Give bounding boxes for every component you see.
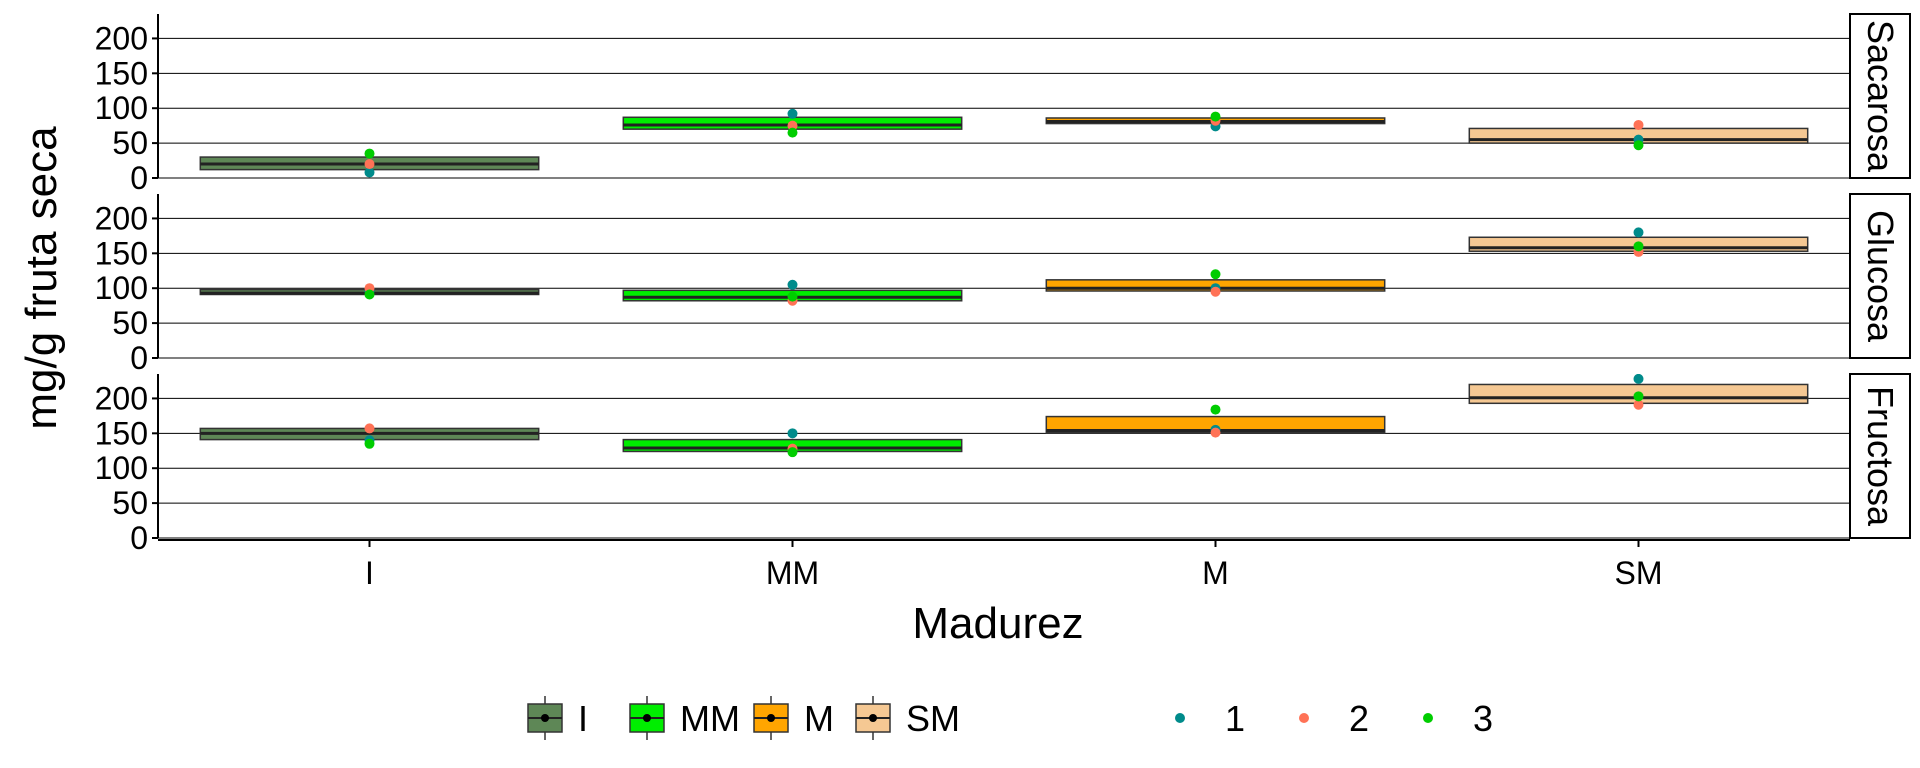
legend-key-dot bbox=[767, 714, 775, 722]
y-tick-label: 200 bbox=[95, 380, 148, 416]
legend-label: M bbox=[804, 698, 834, 739]
point-rep-3 bbox=[364, 148, 375, 159]
point-rep-3 bbox=[787, 291, 798, 302]
box-mm bbox=[622, 428, 963, 458]
y-tick-label: 200 bbox=[95, 20, 148, 56]
box-i bbox=[199, 283, 540, 300]
facet-strip-label: Sacarosa bbox=[1860, 20, 1901, 173]
legend-label: I bbox=[578, 698, 588, 739]
legend-fill-mm: MM bbox=[629, 696, 740, 740]
legend-key-dot bbox=[869, 714, 877, 722]
legend-key-dot bbox=[541, 714, 549, 722]
legend-fill-sm: SM bbox=[855, 696, 960, 740]
x-tick-label: I bbox=[365, 555, 374, 591]
x-tick-label: SM bbox=[1615, 555, 1663, 591]
legend-point-1: 1 bbox=[1175, 698, 1245, 739]
point-rep-1 bbox=[1633, 227, 1644, 238]
point-rep-2 bbox=[1633, 119, 1644, 130]
point-rep-1 bbox=[787, 108, 798, 119]
box-m bbox=[1045, 111, 1386, 132]
y-tick-label: 150 bbox=[95, 235, 148, 271]
y-tick-label: 100 bbox=[95, 90, 148, 126]
legend-fill-i: I bbox=[527, 696, 588, 740]
legend-point-marker bbox=[1423, 713, 1433, 723]
point-rep-3 bbox=[1633, 391, 1644, 402]
panel-content bbox=[199, 374, 1809, 458]
point-rep-3 bbox=[1633, 241, 1644, 252]
legend-key-dot bbox=[643, 714, 651, 722]
y-tick-label: 150 bbox=[95, 55, 148, 91]
box-mm bbox=[622, 279, 963, 306]
x-axis: I MM M SM bbox=[158, 539, 1850, 591]
box-sm bbox=[1468, 119, 1809, 151]
box-sm bbox=[1468, 374, 1809, 410]
legend-label: 2 bbox=[1349, 698, 1369, 739]
point-rep-3 bbox=[1633, 140, 1644, 151]
point-rep-3 bbox=[364, 438, 375, 449]
legend-label: MM bbox=[680, 698, 740, 739]
y-axis-title: mg/g fruta seca bbox=[17, 126, 66, 430]
legend-label: SM bbox=[906, 698, 960, 739]
y-tick-label: 150 bbox=[95, 415, 148, 451]
legend-point-2: 2 bbox=[1299, 698, 1369, 739]
point-rep-2 bbox=[364, 159, 375, 170]
point-rep-1 bbox=[787, 279, 798, 290]
x-axis-title: Madurez bbox=[912, 599, 1083, 648]
facet-strip bbox=[1849, 193, 1911, 359]
panel-content bbox=[199, 108, 1809, 178]
point-rep-1 bbox=[364, 167, 375, 178]
y-tick-label: 0 bbox=[130, 160, 148, 196]
y-tick-label: 50 bbox=[112, 125, 148, 161]
y-tick-label: 200 bbox=[95, 200, 148, 236]
x-tick-label: M bbox=[1202, 555, 1229, 591]
y-tick-label: 50 bbox=[112, 305, 148, 341]
facet-strip bbox=[1849, 373, 1911, 539]
legend-point-3: 3 bbox=[1423, 698, 1493, 739]
point-rep-3 bbox=[787, 447, 798, 458]
box-sm bbox=[1468, 227, 1809, 257]
point-rep-1 bbox=[787, 428, 798, 439]
point-rep-1 bbox=[1633, 374, 1644, 384]
legend-point-marker bbox=[1175, 713, 1185, 723]
legend-fill-m: M bbox=[753, 696, 834, 740]
x-tick-label: MM bbox=[766, 555, 819, 591]
legend-label: 3 bbox=[1473, 698, 1493, 739]
point-rep-3 bbox=[1210, 111, 1221, 122]
y-tick-label: 100 bbox=[95, 270, 148, 306]
point-rep-2 bbox=[364, 423, 375, 434]
legend: I MM M SM 1 2 3 bbox=[527, 696, 1493, 740]
box-m bbox=[1045, 404, 1386, 438]
panel-content bbox=[199, 227, 1809, 306]
point-rep-2 bbox=[787, 120, 798, 131]
box-mm bbox=[622, 108, 963, 138]
point-rep-3 bbox=[1210, 269, 1221, 280]
box-i bbox=[199, 423, 540, 449]
y-tick-label: 100 bbox=[95, 450, 148, 486]
point-rep-2 bbox=[1210, 427, 1221, 438]
legend-point-marker bbox=[1299, 713, 1309, 723]
point-rep-3 bbox=[787, 127, 798, 138]
point-rep-2 bbox=[1210, 286, 1221, 297]
y-tick-label: 0 bbox=[130, 340, 148, 376]
box-i bbox=[199, 148, 540, 178]
point-rep-3 bbox=[364, 289, 375, 300]
box-m bbox=[1045, 269, 1386, 297]
legend-label: 1 bbox=[1225, 698, 1245, 739]
point-rep-3 bbox=[1210, 404, 1221, 415]
facet-strip-label: Fructosa bbox=[1860, 386, 1901, 527]
point-rep-2 bbox=[1633, 399, 1644, 410]
facet-strip-label: Glucosa bbox=[1860, 210, 1901, 343]
y-tick-label: 0 bbox=[130, 520, 148, 556]
facet-strip bbox=[1849, 13, 1911, 179]
y-tick-label: 50 bbox=[112, 485, 148, 521]
